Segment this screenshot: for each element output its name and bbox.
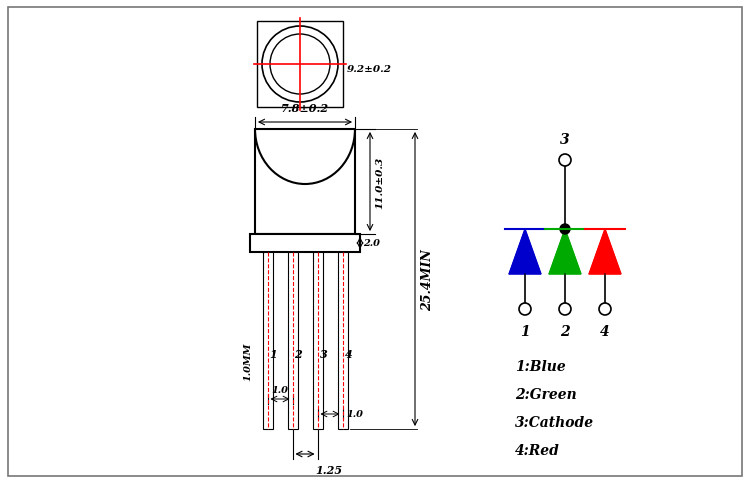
Text: 3:Cathode: 3:Cathode [515,415,594,429]
Text: 2:Green: 2:Green [515,387,577,401]
Circle shape [519,303,531,316]
Text: 1.0: 1.0 [346,409,363,419]
Circle shape [560,225,570,235]
Text: 7.8±0.2: 7.8±0.2 [281,103,329,114]
Polygon shape [589,229,621,274]
Text: 9.2±0.2: 9.2±0.2 [347,65,392,75]
Text: 1.25: 1.25 [315,464,342,475]
Text: 4: 4 [600,324,610,338]
Text: 1.0MM: 1.0MM [243,342,252,380]
Bar [257,22,343,108]
Ellipse shape [262,27,338,103]
Text: 2.0: 2.0 [363,239,380,248]
Text: 25.4MIN: 25.4MIN [421,249,434,310]
Text: 4:Red: 4:Red [515,443,560,457]
Text: 1:Blue: 1:Blue [515,359,566,373]
Polygon shape [549,229,581,274]
Text: 1: 1 [520,324,530,338]
Bar [262,253,272,429]
Bar [250,235,360,253]
Bar [255,130,355,235]
Text: 4: 4 [344,349,352,360]
Text: 11.0±0.3: 11.0±0.3 [375,156,384,208]
Text: 2: 2 [560,324,570,338]
Circle shape [559,303,571,316]
Text: 1: 1 [269,349,278,360]
Text: 2: 2 [295,349,302,360]
Text: 1.0: 1.0 [272,385,289,394]
Circle shape [599,303,611,316]
Text: 3: 3 [560,133,570,147]
Bar [313,253,322,429]
Ellipse shape [270,35,330,95]
Text: 3: 3 [320,349,327,360]
Bar [287,253,298,429]
Circle shape [559,155,571,166]
Polygon shape [509,229,541,274]
Bar [338,253,347,429]
